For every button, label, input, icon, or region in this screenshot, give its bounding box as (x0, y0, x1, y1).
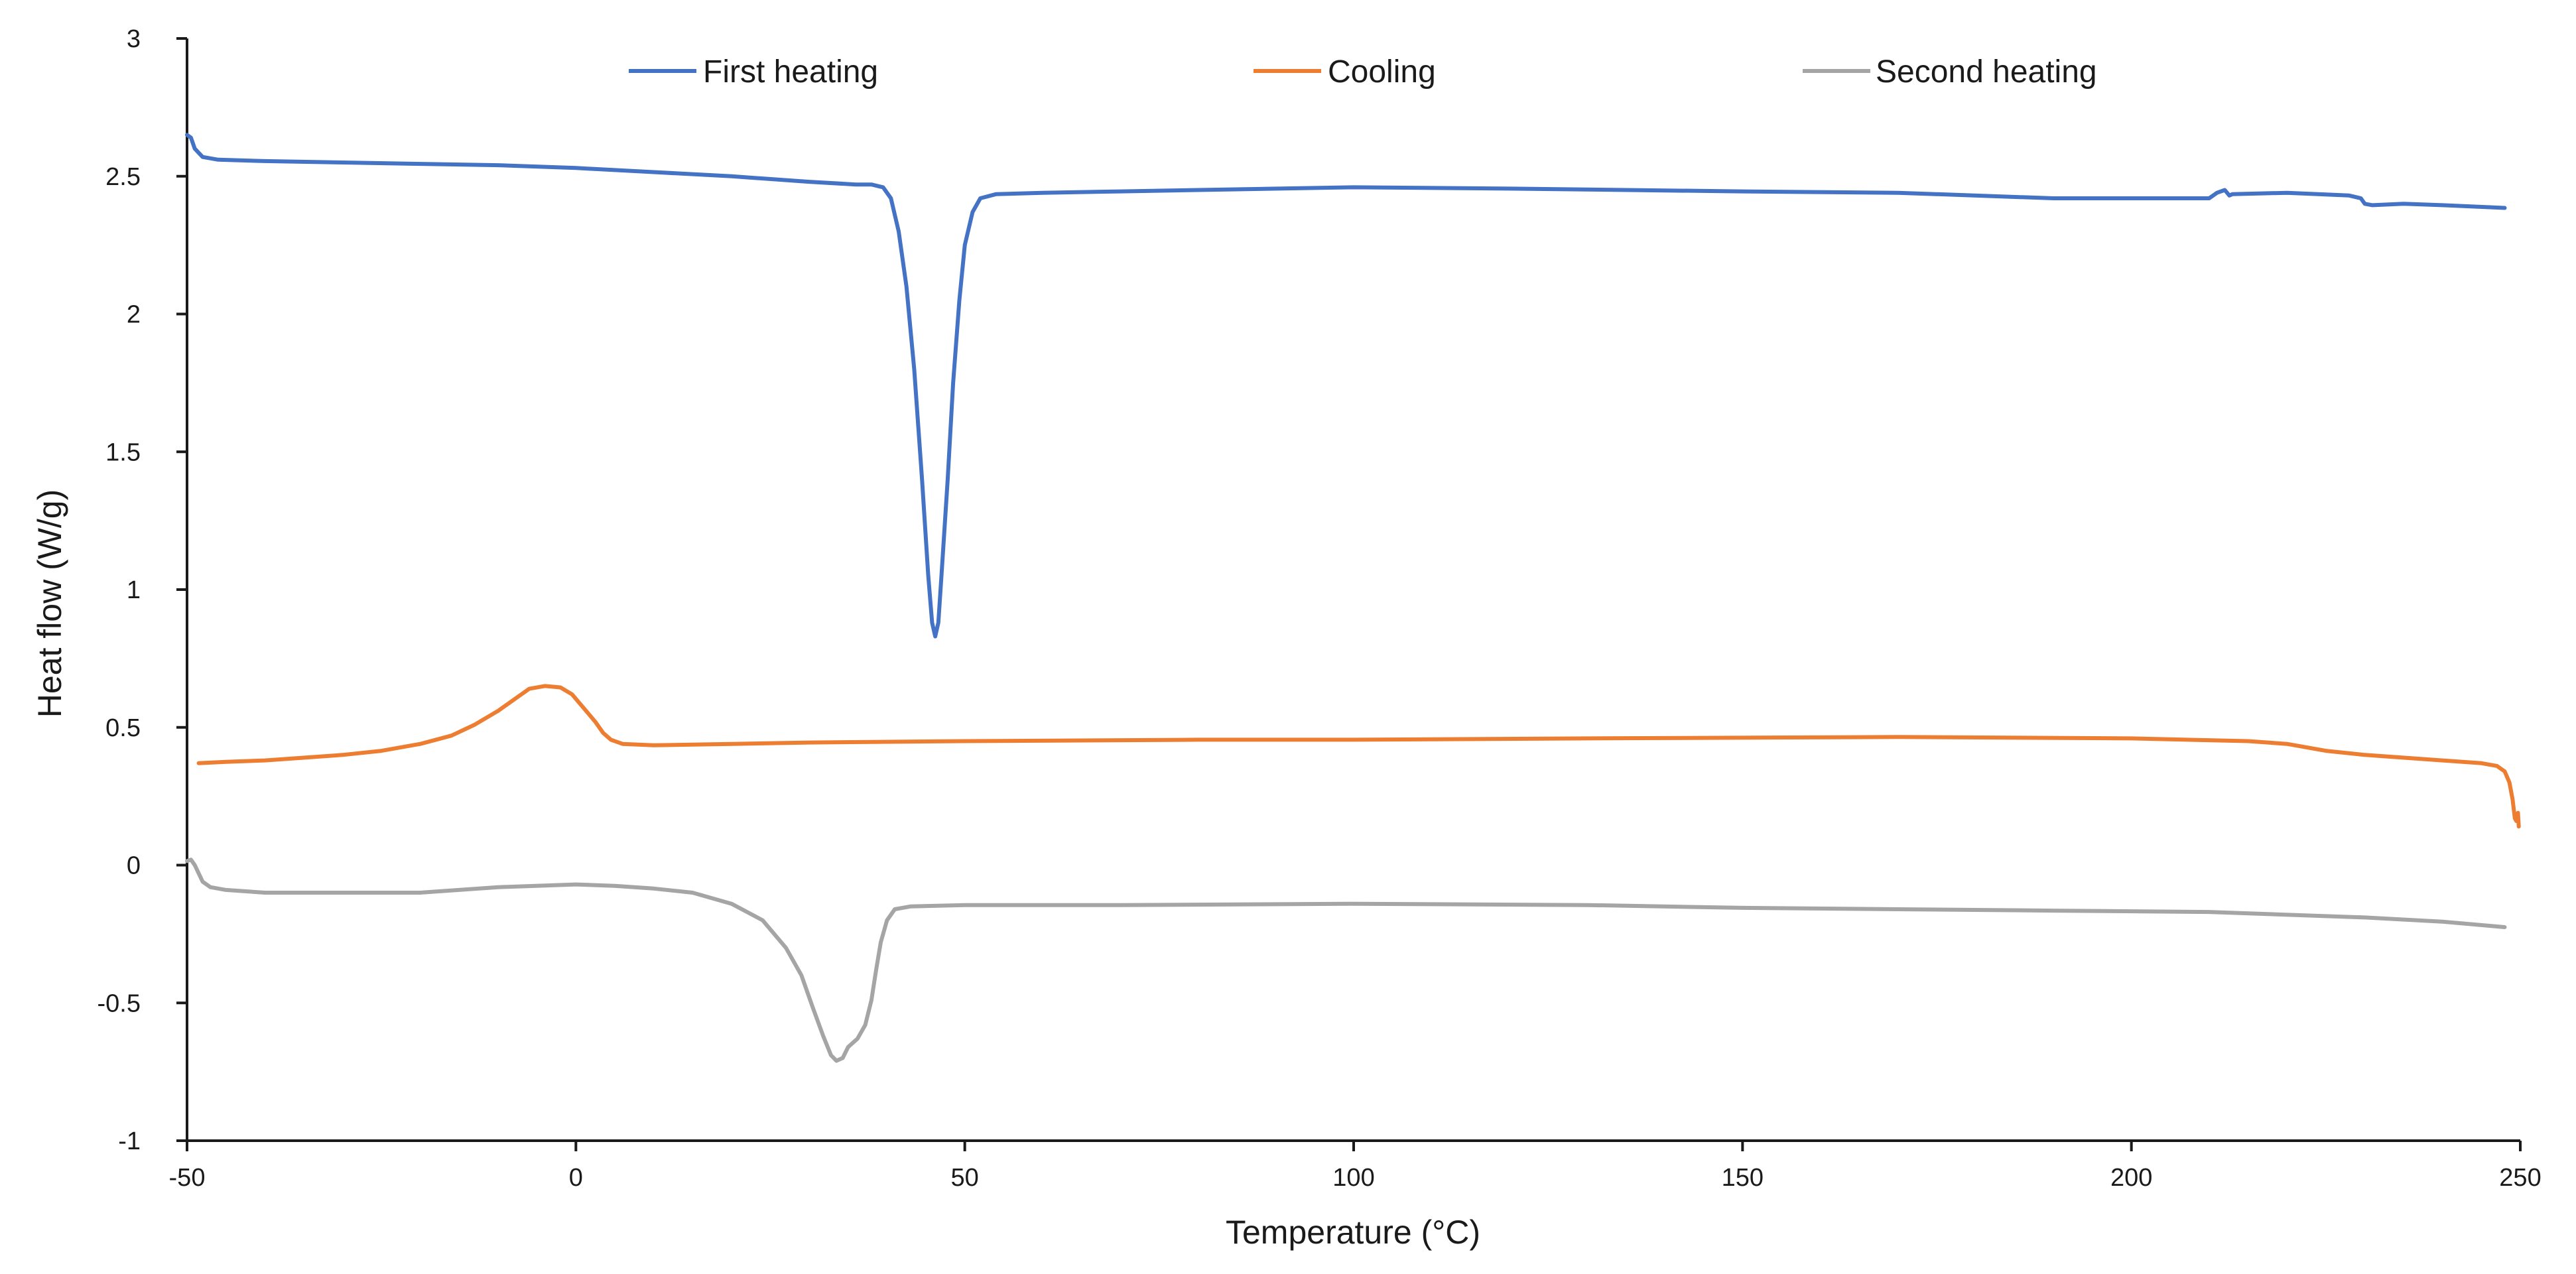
x-tick-label: -50 (169, 1164, 206, 1192)
y-tick-label: 1.5 (105, 438, 141, 466)
y-tick-label: -1 (118, 1127, 141, 1155)
x-tick-label: 0 (569, 1164, 583, 1192)
x-tick-label: 50 (951, 1164, 979, 1192)
y-tick-label: 0.5 (105, 714, 141, 742)
legend-item-second-heating: Second heating (1803, 54, 2097, 90)
legend-label-first-heating: First heating (703, 54, 878, 90)
legend-item-cooling: Cooling (1254, 54, 1436, 90)
series-line-second-heating (185, 858, 2507, 1063)
x-axis-title: Temperature (°C) (1226, 1214, 1480, 1251)
y-tick-label: 2.5 (105, 163, 141, 191)
x-tick-label: 100 (1332, 1164, 1374, 1192)
legend-label-second-heating: Second heating (1876, 54, 2097, 90)
series-group (185, 133, 2521, 1063)
y-axis-title: Heat flow (W/g) (31, 489, 68, 718)
legend: First heating Cooling Second heating (629, 54, 2097, 90)
y-tick-label: -0.5 (97, 989, 141, 1017)
x-axis: -50 0 50 100 150 200 250 (169, 1139, 2542, 1192)
series-line-first-heating (185, 133, 2507, 639)
legend-label-cooling: Cooling (1328, 54, 1436, 90)
legend-item-first-heating: First heating (629, 54, 878, 90)
y-axis: -1 -0.5 0 0.5 1 1.5 2 2.5 3 (97, 25, 188, 1155)
x-ticks: -50 0 50 100 150 200 250 (169, 1141, 2542, 1192)
y-tick-label: 0 (127, 852, 141, 880)
y-tick-label: 2 (127, 301, 141, 329)
y-ticks: -1 -0.5 0 0.5 1 1.5 2 2.5 3 (97, 25, 187, 1155)
x-tick-label: 150 (1722, 1164, 1764, 1192)
y-tick-label: 3 (127, 25, 141, 53)
y-tick-label: 1 (127, 576, 141, 604)
x-tick-label: 200 (2110, 1164, 2152, 1192)
x-tick-label: 250 (2499, 1164, 2541, 1192)
series-line-cooling (196, 684, 2521, 829)
